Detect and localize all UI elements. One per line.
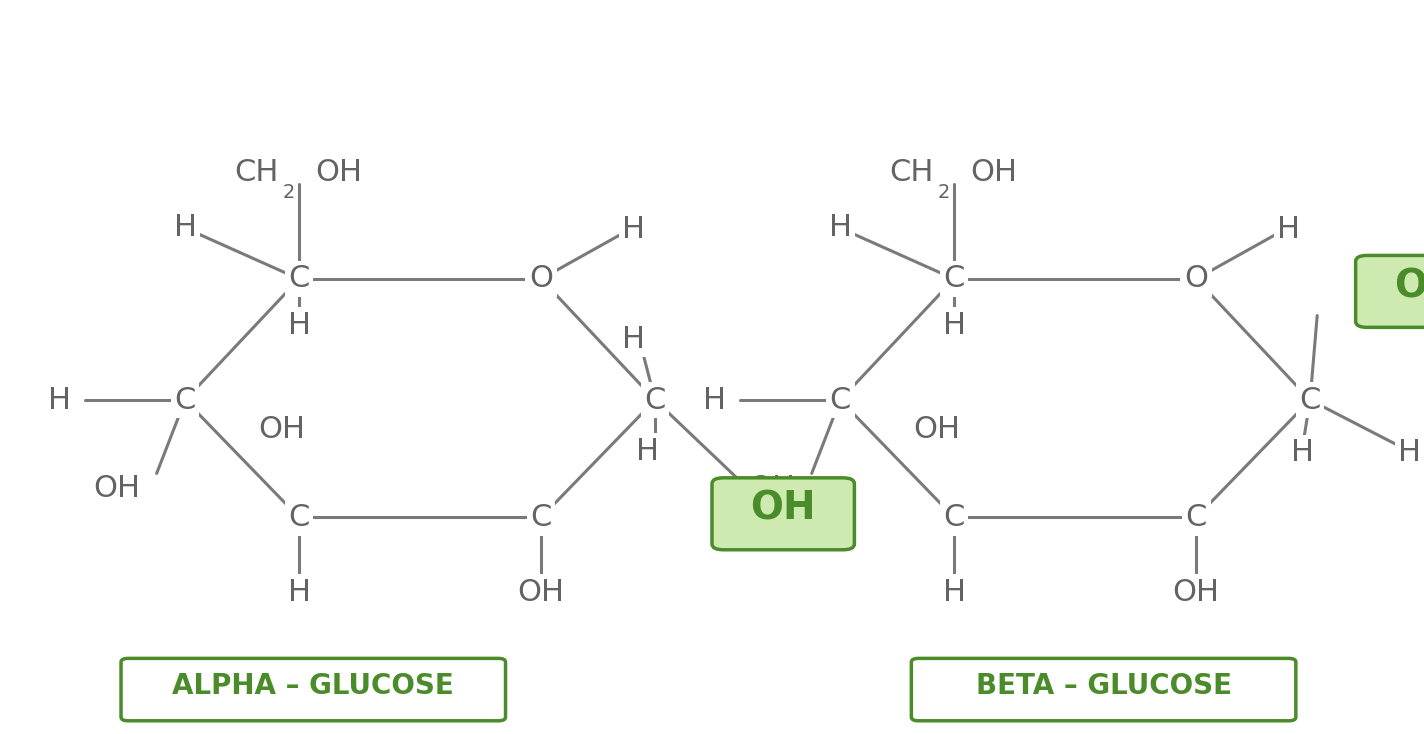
Text: H: H xyxy=(943,310,965,340)
Text: C: C xyxy=(530,503,553,532)
Text: OH: OH xyxy=(517,578,565,607)
Text: OH: OH xyxy=(315,158,363,187)
FancyBboxPatch shape xyxy=(1356,255,1424,327)
Text: O: O xyxy=(530,264,553,294)
Text: H: H xyxy=(943,578,965,607)
Text: C: C xyxy=(288,264,310,294)
Text: OH: OH xyxy=(913,415,961,444)
Text: 2: 2 xyxy=(283,183,295,202)
Text: H: H xyxy=(48,385,71,415)
Text: OH: OH xyxy=(1172,578,1220,607)
Text: OH: OH xyxy=(750,490,816,528)
Text: BETA – GLUCOSE: BETA – GLUCOSE xyxy=(975,672,1232,700)
FancyBboxPatch shape xyxy=(712,478,854,550)
Text: H: H xyxy=(1398,438,1421,468)
Text: H: H xyxy=(622,324,645,354)
Text: C: C xyxy=(174,385,197,415)
Text: H: H xyxy=(829,213,852,242)
Text: OH: OH xyxy=(93,473,141,503)
Text: C: C xyxy=(943,503,965,532)
Text: H: H xyxy=(703,385,726,415)
Text: OH: OH xyxy=(1394,267,1424,305)
Text: H: H xyxy=(174,213,197,242)
Text: C: C xyxy=(829,385,852,415)
Text: C: C xyxy=(288,503,310,532)
Text: CH: CH xyxy=(889,158,934,187)
Text: CH: CH xyxy=(234,158,279,187)
Text: C: C xyxy=(1185,503,1208,532)
Text: H: H xyxy=(1277,214,1300,244)
Text: H: H xyxy=(622,214,645,244)
Text: H: H xyxy=(1292,438,1314,468)
Text: C: C xyxy=(1299,385,1321,415)
Text: 2: 2 xyxy=(938,183,950,202)
Text: H: H xyxy=(288,310,310,340)
Text: ALPHA – GLUCOSE: ALPHA – GLUCOSE xyxy=(172,672,454,700)
FancyBboxPatch shape xyxy=(121,658,506,721)
Text: C: C xyxy=(943,264,965,294)
Text: OH: OH xyxy=(970,158,1018,187)
Text: H: H xyxy=(288,578,310,607)
Text: OH: OH xyxy=(258,415,306,444)
Text: H: H xyxy=(637,437,659,466)
Text: O: O xyxy=(1185,264,1208,294)
Text: C: C xyxy=(644,385,666,415)
Text: OH: OH xyxy=(748,473,796,503)
FancyBboxPatch shape xyxy=(911,658,1296,721)
